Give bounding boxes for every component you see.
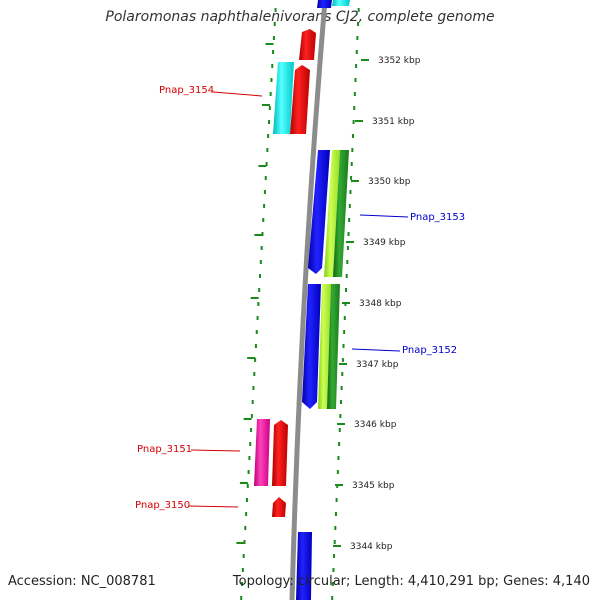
tick-label: 3344 kbp	[350, 542, 393, 552]
tick-label: 3347 kbp	[356, 360, 399, 370]
gene-block-pink-3151	[254, 419, 270, 486]
tick-mark	[337, 423, 345, 425]
gene-leader-line	[359, 214, 409, 218]
gene-block-red-top	[299, 29, 316, 60]
tick-mark	[361, 59, 369, 61]
tick-label: 3352 kbp	[378, 56, 421, 66]
summary-text: Topology: circular; Length: 4,410,291 bp…	[232, 574, 590, 589]
tick-label: 3350 kbp	[368, 177, 411, 187]
tick-label: 3345 kbp	[352, 481, 395, 491]
gene-block-blue-3153	[308, 150, 330, 274]
gene-block-top-blue	[317, 0, 332, 8]
gene-block-darkgreen-3152	[327, 284, 340, 409]
gene-label[interactable]: Pnap_3151	[137, 444, 192, 455]
tick-mark	[346, 241, 354, 243]
tick-mark	[342, 302, 350, 304]
tick-mark	[333, 545, 341, 547]
accession-text: Accession: NC_008781	[8, 574, 156, 589]
gene-block-lightgreen-3153	[324, 150, 340, 277]
gene-block-red-3151	[272, 420, 288, 486]
tick-group: 3352 kbp 3351 kbp 3350 kbp 3349 kbp 3348 kbp…	[333, 56, 421, 552]
gene-block-top-cyan	[332, 0, 350, 6]
gene-block-lightgreen-3152	[318, 284, 331, 409]
tick-mark	[339, 363, 347, 365]
tick-mark	[355, 120, 363, 122]
gene-block-blue-bottom	[296, 532, 312, 600]
gene-label[interactable]: Pnap_3152	[402, 345, 457, 356]
genome-backbone	[289, 0, 328, 600]
gene-leader-line	[212, 91, 263, 97]
gene-label[interactable]: Pnap_3153	[410, 212, 465, 223]
gene-block-darkgreen-3153	[333, 150, 349, 277]
tick-label: 3348 kbp	[359, 299, 402, 309]
gene-block-red-3150	[272, 497, 286, 517]
gene-leader-line	[190, 449, 241, 452]
gene-leader-line	[188, 505, 239, 508]
tick-mark	[351, 180, 359, 182]
gene-block-blue-3152	[302, 284, 321, 409]
gene-label[interactable]: Pnap_3150	[135, 500, 190, 511]
gene-block-cyan-3154	[273, 62, 294, 134]
tick-label: 3349 kbp	[363, 238, 406, 248]
gene-label[interactable]: Pnap_3154	[159, 85, 214, 96]
gene-leader-line	[351, 348, 401, 352]
map-title: Polaromonas naphthalenivorans CJ2, compl…	[105, 9, 495, 25]
tick-label: 3351 kbp	[372, 117, 415, 127]
gene-block-red-3154	[290, 65, 310, 134]
tick-label: 3346 kbp	[354, 420, 397, 430]
gene-label-group: Pnap_3154 Pnap_3153 Pnap_3152 Pnap_3151 Pnap…	[135, 85, 465, 511]
dotted-rails	[236, 8, 360, 600]
tick-mark	[335, 484, 343, 486]
